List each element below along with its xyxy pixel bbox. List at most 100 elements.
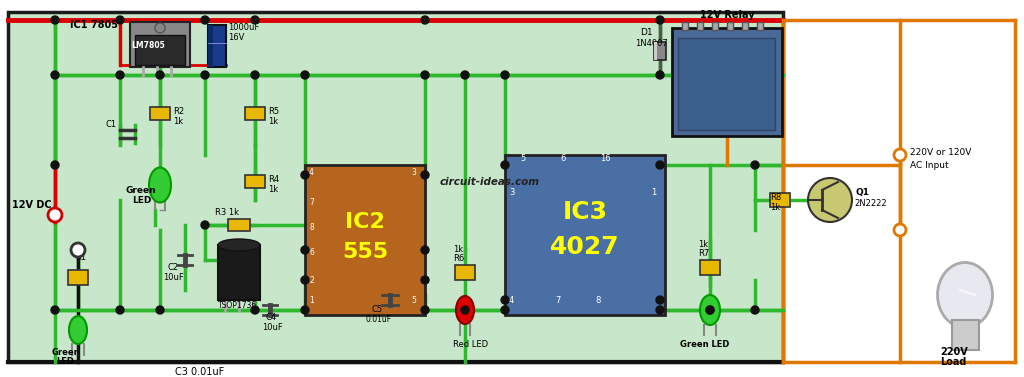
Text: LED: LED: [132, 196, 152, 205]
Bar: [68, 270, 88, 285]
Circle shape: [706, 306, 714, 314]
Circle shape: [201, 71, 209, 79]
Bar: [682, 22, 688, 30]
Text: C1: C1: [105, 120, 116, 129]
Circle shape: [156, 71, 164, 79]
Text: 8: 8: [595, 296, 600, 305]
Circle shape: [656, 16, 664, 24]
Text: R1: R1: [75, 253, 86, 262]
Text: D1: D1: [640, 28, 652, 37]
Text: 0.01uF: 0.01uF: [365, 315, 391, 324]
Text: 3: 3: [509, 188, 514, 197]
Text: 220V or 120V: 220V or 120V: [910, 148, 972, 157]
Circle shape: [421, 16, 429, 24]
Circle shape: [501, 296, 509, 304]
Text: 10uF: 10uF: [262, 323, 283, 332]
Ellipse shape: [938, 262, 992, 328]
Text: Q1: Q1: [856, 188, 870, 197]
Text: C3 0.01uF: C3 0.01uF: [175, 367, 224, 377]
Text: C4: C4: [265, 313, 276, 322]
Circle shape: [656, 296, 664, 304]
Circle shape: [501, 161, 509, 169]
Bar: [305, 165, 425, 315]
Bar: [742, 22, 748, 30]
Text: 12V Relay: 12V Relay: [699, 10, 755, 20]
Circle shape: [201, 16, 209, 24]
Circle shape: [751, 306, 759, 314]
Circle shape: [251, 16, 259, 24]
Text: AC Input: AC Input: [910, 161, 948, 170]
Circle shape: [656, 306, 664, 314]
Bar: [505, 155, 665, 315]
Circle shape: [421, 276, 429, 284]
Circle shape: [251, 306, 259, 314]
Circle shape: [71, 243, 85, 257]
Text: 7: 7: [309, 198, 314, 207]
Circle shape: [501, 306, 509, 314]
Text: 3: 3: [411, 168, 416, 177]
Text: 4: 4: [309, 168, 314, 177]
Circle shape: [421, 306, 429, 314]
Circle shape: [156, 306, 164, 314]
Text: 5: 5: [411, 296, 416, 305]
Text: Red LED: Red LED: [453, 340, 488, 349]
Text: R4
1k: R4 1k: [268, 175, 280, 195]
Circle shape: [51, 161, 59, 169]
Circle shape: [116, 16, 124, 24]
Circle shape: [116, 306, 124, 314]
Text: 8: 8: [309, 223, 313, 232]
Circle shape: [48, 208, 62, 222]
Circle shape: [501, 71, 509, 79]
Text: Green LED: Green LED: [680, 340, 729, 349]
Circle shape: [51, 306, 59, 314]
Ellipse shape: [218, 239, 260, 251]
Text: 6: 6: [309, 248, 314, 257]
Circle shape: [421, 71, 429, 79]
Ellipse shape: [456, 296, 474, 324]
Circle shape: [421, 171, 429, 179]
Circle shape: [301, 171, 309, 179]
Bar: [208, 25, 213, 67]
Bar: [654, 42, 666, 60]
Text: 1k: 1k: [75, 243, 85, 252]
Text: 1: 1: [309, 296, 313, 305]
Circle shape: [808, 178, 852, 222]
Text: 1k: 1k: [453, 245, 463, 254]
Text: 6: 6: [560, 154, 565, 163]
Bar: [245, 175, 265, 188]
Text: 2: 2: [309, 276, 313, 285]
Text: R8
1k: R8 1k: [770, 193, 781, 212]
Bar: [130, 22, 190, 67]
Circle shape: [301, 306, 309, 314]
Bar: [208, 25, 226, 67]
Circle shape: [251, 71, 259, 79]
Text: circuit-ideas.com: circuit-ideas.com: [440, 177, 540, 187]
Text: LED: LED: [56, 357, 74, 366]
Text: 10uF: 10uF: [163, 273, 183, 282]
Bar: [727, 22, 733, 30]
Text: 1N4007: 1N4007: [635, 39, 668, 48]
Circle shape: [301, 71, 309, 79]
Circle shape: [421, 246, 429, 254]
Text: Green: Green: [125, 186, 156, 195]
Bar: [218, 245, 260, 300]
Circle shape: [301, 276, 309, 284]
Text: IC3: IC3: [562, 200, 607, 224]
Text: TSOP1736: TSOP1736: [218, 301, 257, 310]
Bar: [678, 38, 775, 130]
Text: Load: Load: [940, 357, 967, 367]
Bar: [8, 12, 783, 362]
Text: IC1 7805: IC1 7805: [70, 20, 118, 30]
Text: 16: 16: [600, 154, 610, 163]
Circle shape: [656, 71, 664, 79]
Circle shape: [201, 221, 209, 229]
Text: IC2: IC2: [345, 212, 385, 232]
Text: 4027: 4027: [550, 235, 620, 259]
Ellipse shape: [700, 295, 720, 325]
Bar: [245, 107, 265, 120]
Circle shape: [51, 16, 59, 24]
Text: 1000uF: 1000uF: [228, 23, 259, 32]
Text: 555: 555: [342, 242, 388, 262]
Ellipse shape: [69, 316, 87, 344]
Bar: [150, 107, 170, 120]
